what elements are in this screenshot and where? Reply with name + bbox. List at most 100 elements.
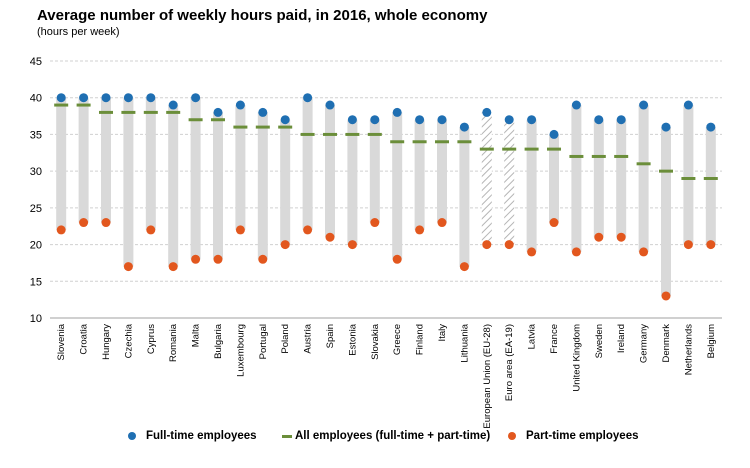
range-bar [168,105,179,267]
legend-item-part-time: Part-time employees [508,430,639,442]
full-time-point [594,115,604,125]
legend-item-full-time: Full-time employees [128,430,257,442]
full-time-point [56,93,66,103]
y-tick-label: 35 [30,129,42,141]
x-category-label: Slovakia [370,323,381,360]
x-category-label: Hungary [101,324,112,360]
y-tick-label: 40 [30,93,42,105]
range-bar [638,105,649,252]
full-time-point [235,100,245,110]
part-time-point [347,240,357,250]
x-category-label: Cyprus [146,324,157,354]
x-category-label: United Kingdom [571,324,582,392]
x-category-label: Czechia [123,323,134,358]
legend-all-label: All employees (full-time + part-time) [295,430,491,442]
part-time-point [549,218,559,228]
part-time-point [168,262,178,272]
y-tick-label: 25 [30,203,42,215]
range-bar [213,112,223,260]
range-bar [459,127,470,267]
part-time-point [437,218,447,228]
range-bar [235,105,246,230]
full-time-point [683,100,693,110]
range-bar [481,112,492,245]
part-time-point [303,225,313,235]
range-bar [145,97,156,230]
part-time-point [191,254,201,264]
range-bar [302,97,313,230]
part-time-point [56,225,66,235]
full-time-point [616,115,626,125]
range-bar [190,97,201,260]
y-tick-label: 15 [30,276,42,288]
full-time-point [325,100,335,110]
y-tick-label: 20 [30,240,42,252]
x-category-label: Malta [191,323,202,347]
range-bar [705,127,716,245]
chart-legend: Full-time employees All employees (full-… [0,430,750,450]
part-time-point [527,247,537,257]
x-category-label: Bulgaria [213,323,224,359]
range-bar [504,119,515,245]
part-time-point [459,262,469,272]
legend-all-marker [282,434,292,438]
full-time-point [213,107,223,117]
y-tick-label: 30 [30,166,42,178]
part-time-point [415,225,425,235]
part-time-point [706,240,716,250]
part-time-point [392,254,402,264]
range-bar [683,105,694,245]
full-time-point [482,107,492,117]
y-tick-label: 10 [30,313,42,325]
range-bar [661,127,671,296]
range-bar [257,112,268,260]
full-time-point [639,100,649,110]
range-bar [56,97,67,230]
x-category-label: Ireland [616,324,627,353]
part-time-point [123,262,133,272]
x-category-label: Germany [639,324,650,363]
x-category-label: Slovenia [56,323,67,360]
part-time-point [280,240,290,250]
full-time-point [347,115,357,125]
x-category-label: Denmark [661,324,672,363]
legend-part-time-label: Part-time employees [526,430,639,442]
legend-full-time-marker [128,432,136,440]
x-category-label: Greece [392,324,403,355]
x-category-label: Sweden [594,324,605,358]
range-bar [593,119,604,238]
x-category-label: Luxembourg [235,324,246,377]
full-time-point [415,115,425,125]
range-bar [325,105,335,238]
full-time-point [706,122,716,132]
part-time-point [482,240,492,250]
full-time-point [549,129,559,139]
x-category-label: European Union (EU-28) [482,324,493,429]
range-bar [616,119,627,238]
x-category-label: Croatia [79,323,90,354]
x-category-label: Belgium [706,324,717,358]
full-time-point [303,93,313,103]
x-category-label: Italy [437,324,448,342]
part-time-point [594,232,604,242]
range-bar [347,119,358,245]
part-time-point [79,218,89,228]
part-time-point [370,218,380,228]
x-category-label: Latvia [527,323,538,349]
range-bar [571,105,582,252]
x-category-label: Euro area (EA-19) [504,324,515,401]
full-time-point [370,115,380,125]
range-bar [437,119,447,223]
part-time-point [661,291,671,301]
part-time-point [683,240,693,250]
part-time-point [504,240,514,250]
part-time-point [146,225,156,235]
x-category-label: Poland [280,324,291,354]
part-time-point [639,247,649,257]
legend-full-time-label: Full-time employees [146,430,257,442]
part-time-point [235,225,245,235]
part-time-point [571,247,581,257]
x-category-label: Spain [325,324,336,348]
full-time-point [527,115,537,125]
full-time-point [146,93,156,103]
